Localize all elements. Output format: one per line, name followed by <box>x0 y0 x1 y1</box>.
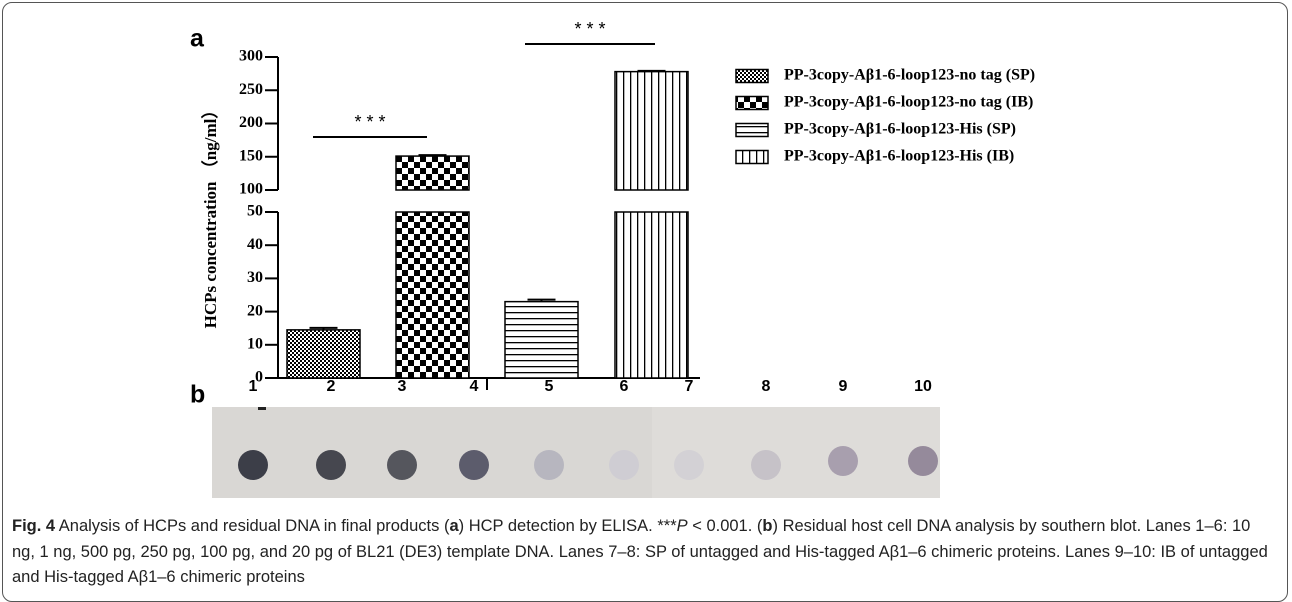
error-bar <box>419 155 447 156</box>
lane-label: 4 <box>470 378 479 395</box>
caption-label: Fig. 4 <box>12 517 55 535</box>
y-tick-label: 100 <box>239 181 263 198</box>
legend-label: PP-3copy-Aβ1-6-loop123-His (SP) <box>784 121 1016 138</box>
blot-membrane <box>212 407 652 498</box>
legend-label: PP-3copy-Aβ1-6-loop123-no tag (IB) <box>784 94 1033 111</box>
legend-swatch <box>736 151 768 164</box>
panel-label: b <box>190 381 205 409</box>
legend-swatch <box>736 97 768 110</box>
blot-dot <box>316 450 346 480</box>
legend-swatch <box>736 124 768 137</box>
significance-label: * * * <box>354 112 385 132</box>
legend-label: PP-3copy-Aβ1-6-loop123-no tag (SP) <box>784 67 1035 84</box>
blot-dot <box>674 450 704 480</box>
page: a HCPs concentration （ng/ml） b 010203040… <box>0 0 1292 594</box>
y-tick-label: 200 <box>239 114 263 131</box>
figure: a HCPs concentration （ng/ml） b 010203040… <box>0 0 1292 510</box>
bar <box>287 330 360 378</box>
y-tick-label: 30 <box>247 269 263 286</box>
lane-label: 8 <box>762 378 771 395</box>
bar <box>396 212 469 378</box>
blot-dot <box>751 450 781 480</box>
caption: Fig. 4 Analysis of HCPs and residual DNA… <box>12 514 1274 591</box>
bar <box>615 72 688 190</box>
blot-dot <box>238 450 268 480</box>
lane-label: 2 <box>327 378 336 395</box>
legend-swatch <box>736 70 768 83</box>
panel-label: a <box>190 25 205 53</box>
caption-text: < 0.001. ( <box>688 517 763 535</box>
lane-label: 9 <box>839 378 848 395</box>
y-axis-label: HCPs concentration （ng/ml） <box>200 102 220 329</box>
lane-label: 10 <box>914 378 932 395</box>
caption-text: Analysis of HCPs and residual DNA in fin… <box>55 517 449 535</box>
lane-label: 5 <box>545 378 554 395</box>
lane-label: 1 <box>249 378 258 395</box>
blot-dot <box>828 446 858 476</box>
lane-label: 3 <box>398 378 407 395</box>
y-tick-label: 20 <box>247 302 263 319</box>
bar <box>505 302 578 378</box>
blot-dot <box>387 450 417 480</box>
blot-dot <box>908 446 938 476</box>
y-tick-label: 250 <box>239 81 263 98</box>
error-bar <box>638 71 666 72</box>
blot-dot <box>609 450 639 480</box>
y-tick-label: 150 <box>239 147 263 164</box>
significance-label: * * * <box>574 19 605 39</box>
blot-mark <box>258 407 266 410</box>
y-tick-label: 50 <box>247 203 263 220</box>
y-tick-label: 10 <box>247 335 263 352</box>
bar <box>396 156 469 190</box>
caption-text: a <box>449 517 458 535</box>
y-tick-label: 300 <box>239 48 263 65</box>
caption-text: P <box>677 517 688 535</box>
caption-text: b <box>762 517 772 535</box>
lane-label: 6 <box>620 378 629 395</box>
bar <box>615 212 688 378</box>
lane-label: 7 <box>685 378 694 395</box>
y-tick-label: 40 <box>247 236 263 253</box>
caption-text: ) HCP detection by ELISA. *** <box>459 517 677 535</box>
blot-dot <box>534 450 564 480</box>
blot-dot <box>459 450 489 480</box>
legend-label: PP-3copy-Aβ1-6-loop123-His (IB) <box>784 148 1014 165</box>
